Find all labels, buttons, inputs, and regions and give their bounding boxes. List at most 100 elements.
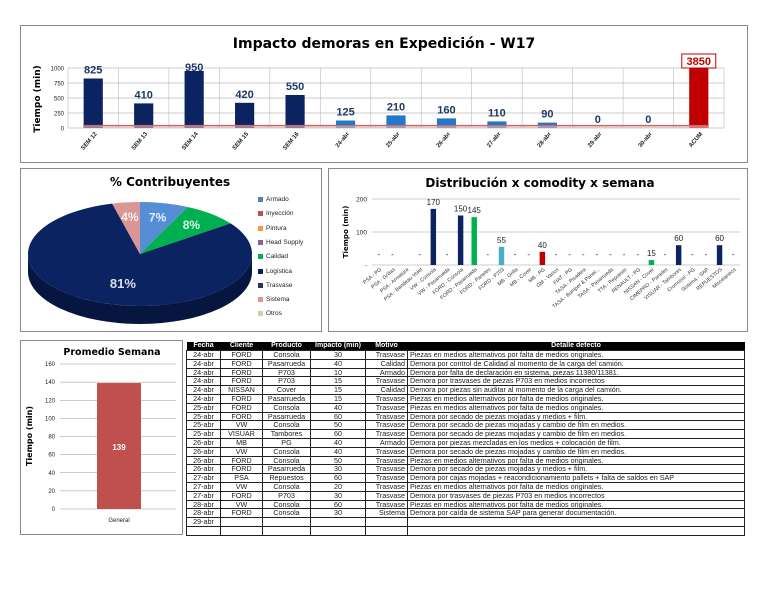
table-cell: Pasarrueda: [262, 358, 311, 369]
x-tick-label: 27-abr: [486, 131, 503, 149]
bar-value-label: 0: [595, 114, 601, 126]
bar-FORD - P703: [498, 246, 505, 265]
bar-value-label: 60: [674, 234, 683, 243]
table-cell: 25-abr: [186, 420, 221, 431]
bar-value-label: -: [514, 250, 517, 259]
table-cell: P703: [262, 490, 311, 501]
table-cell: Consola: [262, 481, 311, 492]
bar-SEM 13: [134, 103, 154, 128]
bar-value-label: -: [636, 250, 639, 259]
table-row: 24-abr FORD Pasarrueda 15 Trasvase Piezas en …: [186, 393, 745, 404]
y-axis-label: Tiempo (min): [33, 65, 43, 133]
table-row: 25-abr FORD Consola 40 Trasvase Piezas en med…: [186, 402, 745, 413]
bar-value-label: 55: [497, 236, 506, 245]
y-axis-label: Tiempo (min): [25, 406, 34, 466]
table-cell: PG: [262, 437, 311, 448]
table-cell: Consola: [262, 455, 311, 466]
table-cell: Trasvase: [365, 350, 408, 360]
table-row: 25-abr FORD Pasarrueda 60 Trasvase Demora por…: [186, 411, 745, 422]
bar-SEM 15: [235, 102, 255, 128]
x-tick-label: SEM 15: [232, 131, 251, 152]
table-row: 26-abr VW Consola 40 Trasvase Demora por seca…: [186, 446, 745, 457]
y-tick-label: 140: [45, 380, 56, 386]
bar-27-abr: [487, 121, 507, 128]
table-cell: FORD: [220, 464, 263, 475]
table-cell: P703: [262, 367, 311, 378]
table-cell: 60: [310, 429, 366, 439]
delays-table: Fecha Cliente Producto Impacto (min) Motivo D…: [186, 342, 745, 536]
legend-label: Calidad: [266, 253, 289, 261]
bar-value-label: 210: [387, 101, 405, 113]
table-cell: Trasvase: [365, 464, 408, 475]
bar-VISUAR - Tambores: [675, 245, 682, 265]
table-cell: 28-abr: [186, 499, 221, 510]
table-cell: VW: [220, 420, 263, 431]
pie-slice-sistema: [112, 202, 140, 254]
table-cell: 27-abr: [186, 481, 221, 492]
bar-value-label: 3850: [687, 56, 711, 68]
table-cell: 15: [310, 393, 366, 404]
table-cell: Trasvase: [365, 411, 408, 422]
x-tick-label: 26-abr: [436, 131, 453, 149]
bar-value-label: -: [732, 250, 735, 259]
table-cell: 40: [310, 437, 366, 448]
table-cell: 30: [310, 508, 366, 519]
legend-swatch: [258, 268, 263, 274]
table-cell: Trasvase: [365, 490, 408, 501]
table-cell: 26-abr: [186, 464, 221, 475]
legend-swatch: [258, 225, 263, 231]
legend-swatch: [258, 311, 263, 317]
table-cell: Piezas en medios alternativos por falta …: [407, 393, 745, 404]
x-tick-label: SEM 14: [181, 131, 200, 152]
table-row: 29-abr: [186, 517, 745, 527]
table-cell: [262, 517, 311, 527]
table-cell: Demora por secado de piezas mojadas y me…: [407, 464, 745, 475]
bar-value-label: 60: [715, 234, 724, 243]
table-cell: FORD: [220, 411, 263, 422]
legend-item: Logística: [258, 268, 292, 275]
table-cell: 60: [310, 473, 366, 483]
table-row: 28-abr FORD Consola 30 Sistema Demora por caí…: [186, 508, 745, 519]
table-row: 27-abr FORD P703 30 Trasvase Demora por trasv…: [186, 490, 745, 501]
table-cell: Trasvase: [365, 393, 408, 404]
x-tick-label: SEM 16: [282, 131, 301, 152]
table-cell: Demora por secado de piezas mojadas y ca…: [407, 429, 745, 439]
pie-slice-label: 4%: [121, 210, 139, 224]
bar-value-label: 0: [645, 114, 651, 126]
bar-value-label: -: [418, 250, 421, 259]
table-cell: Trasvase: [365, 446, 408, 457]
bar-value-label: 90: [541, 109, 553, 121]
bar-NISSAN - Cover: [648, 260, 655, 265]
legend-item: Sistema: [258, 296, 289, 303]
table-header: Fecha Cliente Producto Impacto (min) Motivo D…: [186, 342, 745, 351]
table-row: 25-abr VW Consola 50 Trasvase Demora por seca…: [186, 420, 745, 431]
legend-label: Trasvase: [266, 281, 293, 289]
legend-label: Logística: [266, 267, 293, 275]
table-cell: 60: [310, 411, 366, 422]
table-row: [186, 525, 745, 536]
legend-item: Pintura: [258, 225, 287, 232]
bar-value-label: -: [582, 250, 585, 259]
y-tick-label: 120: [45, 398, 56, 404]
table-cell: 40: [310, 446, 366, 457]
legend-swatch: [258, 211, 263, 217]
table-row: 26-abr FORD Consola 50 Trasvase Piezas en med…: [186, 455, 745, 466]
pie-slice-trasvase: [28, 203, 253, 307]
bar-value-label: 125: [336, 107, 354, 119]
table-row: 26-abr MB PG 40 Armado Demora por piezas mezc…: [186, 437, 745, 448]
y-tick-label: 1000: [51, 67, 65, 73]
table-row: 27-abr PSA Repuestos 60 Trasvase Demora por c…: [186, 473, 745, 483]
table-cell: [310, 517, 366, 527]
pie-side: [28, 254, 252, 324]
y-tick-label: 40: [48, 471, 55, 477]
y-tick-label: 250: [54, 112, 65, 118]
bar-value-label: 40: [538, 241, 547, 250]
bar-value-label: -: [623, 250, 626, 259]
table-cell: 24-abr: [186, 358, 221, 369]
table-cell: 27-abr: [186, 473, 221, 483]
table-cell: FORD: [220, 508, 263, 519]
table-cell: [365, 525, 408, 536]
table-cell: Piezas en medios alternativos por falta …: [407, 455, 745, 466]
legend-item: Inyección: [258, 210, 293, 217]
bar-SEM 12: [83, 78, 103, 128]
